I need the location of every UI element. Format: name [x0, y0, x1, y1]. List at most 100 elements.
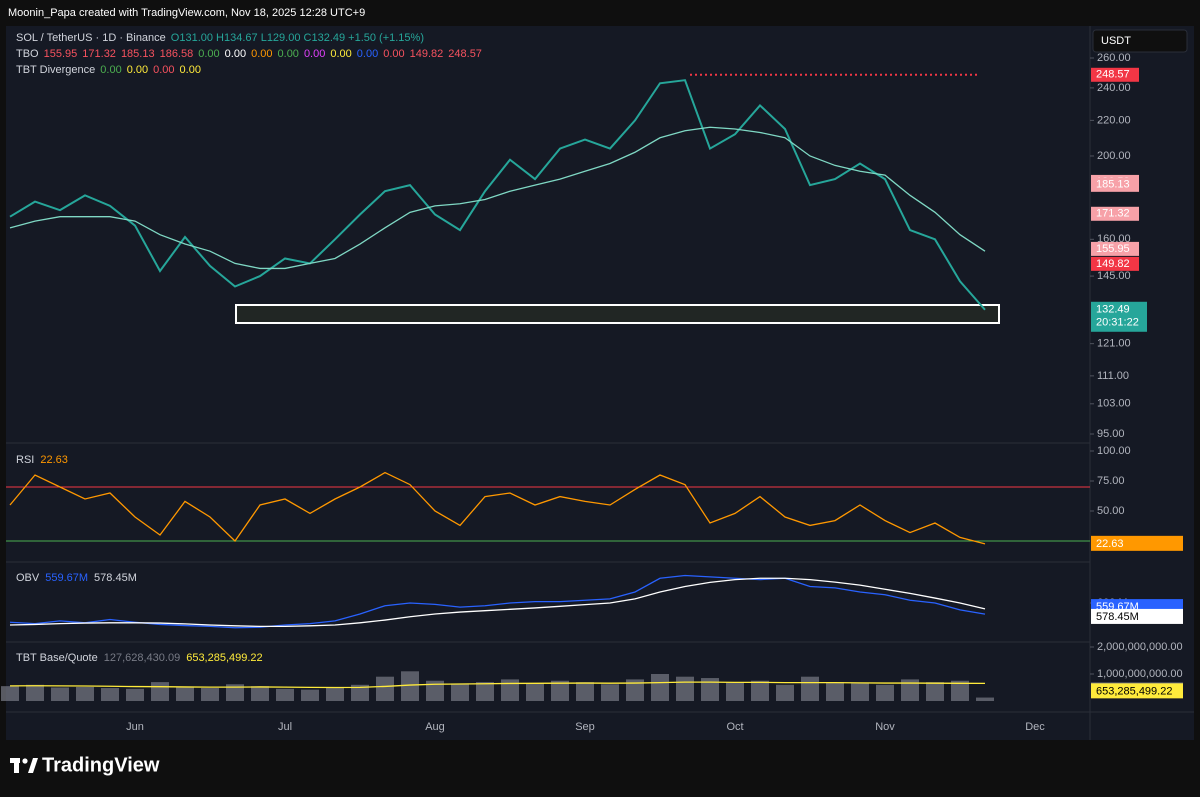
indicator-value: 0.00 [153, 64, 174, 76]
volume-bar [551, 680, 569, 701]
indicator-value: 0.00 [180, 64, 201, 76]
x-tick-label: Oct [726, 721, 743, 733]
x-tick-label: Jun [126, 721, 144, 733]
volume-bar [126, 688, 144, 701]
value-badge-label: 22.63 [1096, 538, 1124, 550]
logo-shape [22, 758, 28, 764]
currency[interactable]: USDT [1101, 35, 1131, 47]
indicator-value: 171.32 [82, 48, 116, 60]
y-tick-label: 50.00 [1097, 505, 1125, 517]
logo [10, 758, 38, 773]
price-badge-label: 149.82 [1096, 258, 1130, 270]
volume-bar [901, 679, 919, 701]
y-tick-label: 260.00 [1097, 52, 1131, 64]
y-tick-label: 121.00 [1097, 338, 1131, 350]
volume-bar [151, 682, 169, 701]
legend-value: 559.67M [45, 572, 88, 584]
price-badge [1091, 206, 1139, 221]
volume-bar [476, 682, 494, 701]
price-line [9, 79, 986, 311]
volume-bar [401, 671, 419, 701]
volume-bar [101, 688, 119, 701]
pane-title: TBT Base/Quote [16, 652, 98, 664]
volume-bar [326, 687, 344, 701]
logo-shape [14, 758, 19, 773]
legend-value: 578.45M [94, 572, 137, 584]
y-tick-label: 200.00 [1097, 150, 1131, 162]
y-tick-label: 111.00 [1097, 370, 1129, 382]
indicator-line [9, 471, 986, 545]
value-badge [1091, 301, 1147, 332]
volume-bar [726, 682, 744, 701]
value-badge [1091, 535, 1183, 551]
indicator-line [9, 574, 986, 629]
volume-bar [426, 680, 444, 701]
volume-bar [26, 684, 44, 701]
volume-bar [826, 682, 844, 701]
volume-bar [576, 682, 594, 701]
volume-bar [976, 697, 994, 701]
price-badge-label: 248.57 [1096, 69, 1130, 81]
indicator-value: 0.00 [304, 48, 325, 60]
legend-value: 22.63 [40, 454, 68, 466]
indicator-name: TBT Divergence [16, 64, 95, 76]
y-tick-label: 1,000,000,000.00 [1097, 668, 1183, 680]
volume-bar [526, 683, 544, 701]
credit: Moonin_Papa created with TradingView.com… [8, 7, 365, 19]
indicator-line [9, 126, 986, 270]
currency-button[interactable] [1092, 29, 1188, 53]
volume-bar [501, 679, 519, 701]
volume-bar [626, 679, 644, 701]
indicator-value: 155.95 [44, 48, 78, 60]
x-tick-label: Sep [575, 721, 595, 733]
pane-title: OBV [16, 572, 40, 584]
ohlc: O131.00 H134.67 L129.00 C132.49 +1.50 (+… [171, 32, 424, 44]
y-tick-label: 220.00 [1097, 114, 1131, 126]
volume-bar [76, 686, 94, 701]
indicator-value: 0.00 [198, 48, 219, 60]
indicator-value: 0.00 [357, 48, 378, 60]
volume-bar [926, 682, 944, 701]
value-badge-label: 578.45M [1096, 611, 1139, 623]
value-badge-label: 653,285,499.22 [1096, 685, 1172, 697]
x-tick-label: Nov [875, 721, 895, 733]
volume-bar [376, 676, 394, 701]
x-tick-label: Jul [278, 721, 292, 733]
logo-shape [28, 758, 38, 773]
price-badge [1091, 67, 1139, 82]
highlight-box [235, 304, 1000, 324]
indicator-value: 0.00 [383, 48, 404, 60]
value-badge [1091, 608, 1183, 624]
volume-bar [751, 680, 769, 701]
indicator-name: TBO [16, 48, 39, 60]
value-badge-label: 132.49 [1096, 304, 1130, 316]
volume-bar [801, 676, 819, 701]
volume-bar [301, 689, 319, 701]
volume-bar [176, 686, 194, 701]
volume-bar [226, 684, 244, 701]
legend-value: 653,285,499.22 [186, 652, 262, 664]
volume-bar [851, 683, 869, 701]
indicator-value: 185.13 [121, 48, 155, 60]
volume-bar [201, 688, 219, 701]
indicator-line [9, 681, 986, 689]
volume-bar [1, 686, 19, 701]
volume-bar [351, 684, 369, 701]
volume-bar [876, 684, 894, 701]
volume-bar [251, 686, 269, 701]
volume-bar [701, 678, 719, 701]
y-tick-label: 103.00 [1097, 398, 1131, 410]
x-tick-label: Aug [425, 721, 445, 733]
indicator-value: 0.00 [225, 48, 246, 60]
volume-bar [676, 676, 694, 701]
indicator-value: 0.00 [278, 48, 299, 60]
volume-bar [451, 683, 469, 701]
countdown: 20:31:22 [1096, 317, 1139, 329]
legend-value: 127,628,430.09 [104, 652, 180, 664]
indicator-value: 149.82 [410, 48, 444, 60]
value-badge [1091, 683, 1183, 699]
volume-bar [651, 674, 669, 701]
volume-bar [776, 684, 794, 701]
